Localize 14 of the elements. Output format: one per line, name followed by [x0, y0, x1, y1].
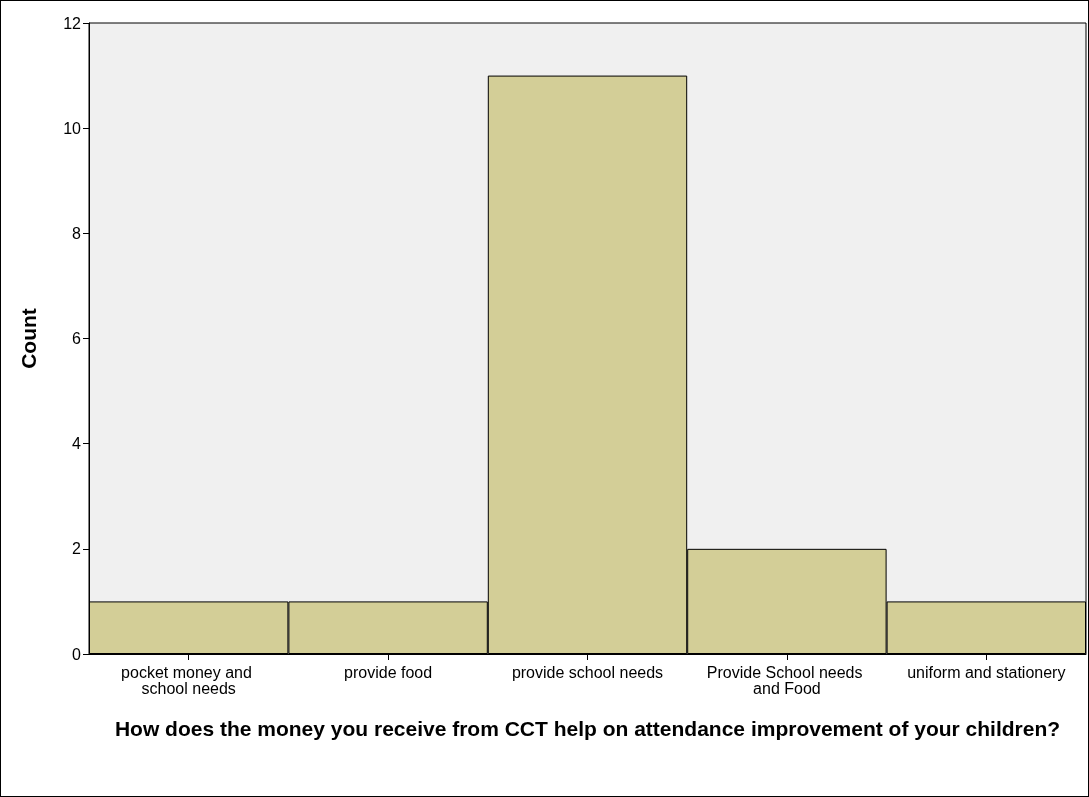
- x-tick-label: provide food: [344, 663, 433, 681]
- x-tick-label: pocket money and school needs: [121, 663, 257, 697]
- y-tick-label: 10: [63, 119, 82, 137]
- y-tick-label: 0: [72, 645, 82, 663]
- y-tick-label: 6: [72, 330, 82, 347]
- x-tick-label: provide school needs: [511, 663, 664, 681]
- y-tick-label: 4: [72, 435, 82, 453]
- y-axis-title: Count: [17, 308, 40, 369]
- y-tick-label: 8: [72, 224, 82, 242]
- y-tick-label: 2: [72, 540, 82, 558]
- y-tick-label: 12: [63, 14, 82, 32]
- x-tick-label: Provide School needs and Food: [706, 663, 867, 697]
- x-axis-title: How does the money you receive from CCT help on attendance improvement of your children?: [114, 716, 1061, 740]
- x-tick-label: uniform and stationery: [907, 663, 1066, 681]
